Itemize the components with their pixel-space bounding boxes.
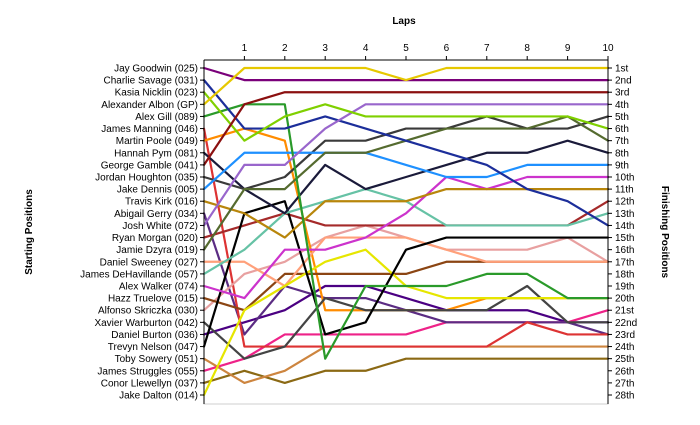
series-line — [202, 357, 610, 384]
starting-position-label: Martin Poole (049) — [116, 136, 198, 147]
finishing-position-label: 11th — [615, 185, 634, 196]
finishing-position-label: 6th — [615, 124, 629, 135]
starting-position-label: Travis Kirk (016) — [125, 197, 198, 208]
starting-position-label: Toby Sowery (051) — [115, 354, 198, 365]
series-line — [202, 175, 610, 300]
series-line — [202, 91, 610, 142]
starting-position-label: Alfonso Skriczka (030) — [98, 306, 198, 317]
series-line — [202, 103, 610, 360]
finishing-position-label: 14th — [615, 221, 634, 232]
starting-position-label: Alex Walker (074) — [119, 282, 198, 293]
y-axis-label-finishing: Finishing Positions — [659, 186, 670, 279]
lap-tick-label: 6 — [444, 43, 450, 54]
starting-position-label: Jake Dalton (014) — [119, 391, 198, 402]
starting-position-label: Abigail Gerry (034) — [114, 209, 198, 220]
finishing-position-label: 26th — [615, 366, 634, 377]
lap-tick-label: 1 — [242, 43, 248, 54]
finishing-position-label: 1st — [615, 64, 629, 75]
finishing-position-label: 20th — [615, 294, 634, 305]
starting-position-label: Jay Goodwin (025) — [114, 64, 198, 75]
finishing-position-label: 3rd — [615, 88, 629, 99]
starting-position-label: Conor Llewellyn (037) — [101, 378, 198, 389]
lap-tick-label: 3 — [322, 43, 328, 54]
starting-position-label: Alex Gill (089) — [135, 112, 198, 123]
starting-position-label: Daniel Burton (036) — [111, 330, 198, 341]
lap-tick-label: 10 — [602, 43, 614, 54]
finishing-position-label: 23rd — [615, 330, 635, 341]
lap-tick-label: 2 — [282, 43, 288, 54]
series-line — [202, 66, 610, 82]
starting-position-label: Jordan Houghton (035) — [95, 173, 198, 184]
series-lines — [202, 66, 610, 397]
finishing-position-label: 17th — [615, 257, 634, 268]
finishing-position-label: 8th — [615, 148, 629, 159]
finishing-position-label: 15th — [615, 233, 634, 244]
finishing-position-label: 24th — [615, 342, 634, 353]
finishing-position-label: 12th — [615, 197, 634, 208]
lap-tick-label: 7 — [484, 43, 490, 54]
lap-tick-label: 4 — [363, 43, 369, 54]
series-line — [202, 151, 610, 191]
starting-position-label: James Struggles (055) — [97, 366, 198, 377]
starting-position-label: Daniel Sweeney (027) — [100, 257, 198, 268]
finishing-position-label: 5th — [615, 112, 629, 123]
axes: Jay Goodwin (025)Charlie Savage (031)Kas… — [80, 43, 637, 404]
finishing-position-label: 7th — [615, 136, 629, 147]
starting-position-label: Ryan Morgan (020) — [112, 233, 198, 244]
starting-position-label: Hannah Pym (081) — [114, 148, 198, 159]
series-line — [202, 309, 610, 372]
starting-position-label: James Manning (046) — [101, 124, 198, 135]
finishing-position-label: 2nd — [615, 76, 632, 87]
lap-tick-label: 8 — [524, 43, 530, 54]
finishing-position-label: 18th — [615, 269, 634, 280]
starting-position-label: George Gamble (041) — [101, 160, 198, 171]
y-axis-label-starting: Starting Positions — [24, 189, 35, 275]
lap-tick-label: 5 — [403, 43, 409, 54]
finishing-position-label: 22nd — [615, 318, 637, 329]
series-line — [202, 103, 610, 227]
finishing-position-label: 10th — [615, 173, 634, 184]
series-line — [202, 115, 610, 191]
series-line — [202, 188, 610, 239]
finishing-position-label: 9th — [615, 160, 629, 171]
chart-title: Laps — [392, 16, 416, 27]
starting-position-label: Josh White (072) — [122, 221, 198, 232]
starting-position-label: Jamie Dzyra (019) — [116, 245, 198, 256]
lap-tick-label: 9 — [565, 43, 571, 54]
series-line — [202, 79, 610, 227]
series-line — [202, 284, 610, 336]
finishing-position-label: 21st — [615, 306, 634, 317]
finishing-position-label: 16th — [615, 245, 634, 256]
starting-position-label: James DeHavillande (057) — [80, 269, 198, 280]
starting-position-label: Alexander Albon (GP) — [101, 100, 198, 111]
finishing-position-label: 25th — [615, 354, 634, 365]
starting-position-label: Hazz Truelove (015) — [108, 294, 198, 305]
starting-position-label: Charlie Savage (031) — [104, 76, 199, 87]
series-line — [202, 139, 610, 215]
series-line — [202, 66, 610, 106]
starting-position-label: Xavier Warburton (042) — [94, 318, 198, 329]
series-line — [202, 127, 610, 348]
series-line — [202, 91, 610, 166]
finishing-position-label: 27th — [615, 378, 634, 389]
finishing-position-label: 4th — [615, 100, 629, 111]
starting-position-label: Jake Dennis (005) — [117, 185, 198, 196]
series-line — [202, 236, 610, 288]
starting-position-label: Trevyn Nelson (047) — [108, 342, 198, 353]
finishing-position-label: 28th — [615, 391, 634, 402]
finishing-position-label: 19th — [615, 282, 634, 293]
starting-position-label: Kasia Nicklin (023) — [115, 88, 198, 99]
finishing-position-label: 13th — [615, 209, 634, 220]
